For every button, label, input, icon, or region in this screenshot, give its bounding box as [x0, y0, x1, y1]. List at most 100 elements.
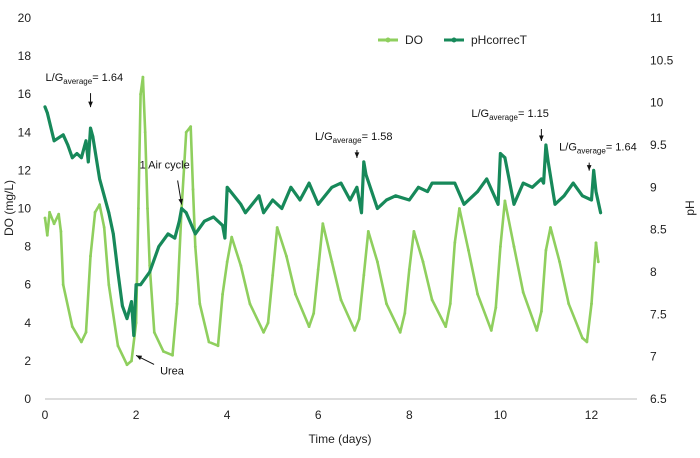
ph-data-point — [453, 181, 457, 185]
do-data-point — [125, 363, 129, 367]
ph-data-point — [221, 224, 225, 227]
annotation-label: L/Gaverage= 1.64 — [559, 142, 637, 156]
do-data-point — [59, 230, 63, 233]
do-data-point — [407, 268, 411, 271]
do-data-point — [191, 188, 195, 191]
ph-data-point — [166, 232, 170, 236]
ph-series-points — [43, 105, 602, 337]
annotation-arrowhead — [586, 165, 592, 171]
ph-data-point — [139, 283, 143, 287]
left-y-tick-label: 6 — [24, 278, 31, 292]
ph-data-point — [485, 177, 489, 181]
do-data-point — [184, 130, 188, 134]
do-data-point — [89, 254, 92, 258]
do-data-point — [590, 302, 593, 306]
annotation-label: L/Gaverage= 1.64 — [46, 72, 124, 86]
ph-data-point — [530, 185, 534, 189]
annotation-label: L/Gaverage= 1.58 — [315, 131, 393, 145]
do-data-point — [366, 230, 370, 233]
do-data-point — [294, 292, 297, 296]
annotation-arrowhead — [178, 198, 183, 205]
left-y-tick-label: 0 — [24, 392, 31, 406]
do-data-point — [357, 317, 361, 321]
do-data-point — [116, 344, 120, 348]
do-data-point — [230, 235, 234, 239]
x-tick-label: 6 — [315, 408, 322, 422]
do-data-point — [262, 330, 265, 334]
annotation-lg4: L/Gaverage= 1.64 — [559, 142, 637, 171]
ph-data-point — [75, 152, 79, 155]
ph-data-point — [212, 215, 215, 219]
right-y-tick-label: 7.5 — [650, 307, 667, 321]
do-data-point — [221, 292, 225, 296]
ph-data-point — [476, 190, 479, 194]
ph-data-point — [52, 139, 56, 143]
do-data-point — [339, 298, 343, 302]
do-data-point — [444, 325, 448, 328]
ph-data-point — [417, 185, 420, 189]
left-y-tick-label: 12 — [18, 163, 32, 177]
do-data-point — [102, 226, 106, 229]
annotation-arrowhead — [354, 152, 360, 158]
do-data-point — [494, 306, 498, 309]
do-data-point — [198, 302, 202, 306]
do-data-point — [467, 249, 470, 252]
ph-data-point — [66, 143, 70, 147]
ph-data-point — [364, 173, 368, 177]
do-data-point — [567, 302, 571, 306]
ph-data-point — [594, 190, 598, 194]
do-data-point — [98, 203, 101, 207]
ph-data-point — [239, 202, 243, 206]
do-data-point — [141, 75, 145, 79]
ph-data-point — [98, 177, 101, 181]
do-data-point — [512, 245, 516, 249]
ph-data-point — [355, 185, 359, 189]
do-data-point — [61, 283, 65, 287]
ph-data-point — [581, 194, 584, 198]
ph-data-point — [540, 177, 543, 181]
ph-data-point — [262, 211, 265, 215]
do-data-point — [57, 212, 61, 216]
ph-data-point — [385, 198, 388, 202]
do-data-point — [403, 311, 407, 315]
ph-data-point — [223, 236, 227, 240]
do-data-point — [594, 241, 598, 245]
do-data-point — [362, 273, 366, 277]
ph-data-point — [130, 300, 133, 303]
x-tick-label: 2 — [133, 408, 140, 422]
do-data-point — [376, 260, 379, 264]
do-data-point — [84, 330, 88, 334]
ph-data-point — [307, 181, 311, 185]
ph-data-point — [360, 211, 363, 215]
ph-data-point — [553, 202, 557, 206]
do-data-point — [353, 329, 357, 332]
do-data-point — [193, 245, 197, 249]
do-data-point — [421, 260, 425, 264]
ph-data-point — [512, 202, 516, 206]
annotation-label: L/Gaverage= 1.15 — [471, 108, 549, 122]
do-data-point — [453, 241, 457, 245]
ph-data-point — [86, 160, 90, 164]
do-data-point — [70, 325, 74, 328]
ph-data-point — [61, 133, 65, 137]
ph-data-point — [280, 207, 284, 210]
do-data-point — [80, 340, 83, 344]
left-y-tick-label: 18 — [18, 49, 32, 63]
ph-data-point — [444, 181, 448, 185]
annotation-label: Urea — [160, 365, 185, 377]
do-data-point — [521, 290, 525, 294]
do-data-point — [544, 249, 548, 252]
do-data-point — [266, 321, 270, 325]
ph-data-point — [503, 156, 507, 160]
legend-ph-marker — [451, 37, 457, 43]
do-data-point — [207, 340, 211, 344]
right-y-tick-label: 9.5 — [650, 138, 667, 152]
left-y-tick-label: 14 — [18, 125, 32, 139]
do-data-point — [189, 125, 193, 128]
legend-ph-label: pHcorrecT — [471, 33, 528, 47]
ph-data-point — [70, 156, 74, 160]
do-data-point — [107, 283, 111, 287]
left-y-tick-label: 20 — [18, 11, 32, 25]
annotation-air: 1 Air cycle — [140, 160, 190, 205]
